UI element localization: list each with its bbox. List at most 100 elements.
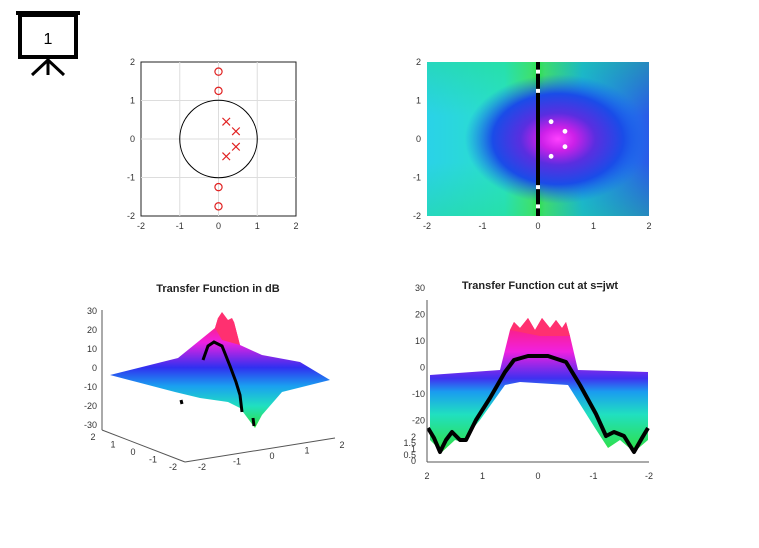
surface-db-z-tick-label: -30 — [84, 420, 97, 430]
hm-y-tick-label: 2 — [416, 57, 421, 67]
surface-db-cut-tail — [179, 399, 184, 405]
unit-circle — [179, 99, 258, 179]
surface-db-z-ticks: 30 20 10 0 -10 -20 -30 — [84, 306, 97, 430]
pole-marker — [222, 152, 231, 161]
surface-db-z-tick-label: 0 — [92, 363, 97, 373]
surface-db-cut-tail-2 — [251, 417, 256, 427]
pz-y-tick-label: 2 — [130, 57, 135, 67]
heatmap-pole-spots — [536, 69, 568, 209]
surface-cut-z-tick-label: -20 — [412, 416, 425, 426]
surface-db-title: Transfer Function in dB — [156, 283, 280, 295]
surface-db-axes — [101, 310, 336, 463]
pz-x-tick-label: 0 — [216, 221, 221, 231]
heatmap-pole-spot — [562, 128, 568, 134]
surface-cut-depth-ticks: 21.510.50 — [403, 432, 416, 466]
heatmap-field — [427, 62, 649, 216]
surface-db-z-tick-label: 10 — [87, 344, 97, 354]
pz-y-tick-label: -1 — [127, 173, 135, 183]
surface-db-mesh — [110, 312, 330, 428]
surface-cut-curve — [426, 354, 650, 454]
zero-marker — [214, 67, 223, 76]
presentation-board-icon — [16, 11, 80, 77]
hm-x-tick-label: 1 — [591, 221, 596, 231]
surface-cut-x-tick-label: 2 — [424, 471, 429, 481]
surface-db-z-tick-label: 30 — [87, 306, 97, 316]
surface-cut-mesh — [430, 318, 648, 452]
pz-grid — [141, 62, 296, 216]
surface-cut-x-tick-label: -2 — [645, 471, 653, 481]
surface-cut-depth-tick-label: 1 — [411, 444, 416, 454]
surface-cut-z-tick-label: -10 — [412, 389, 425, 399]
surface-cut-depth-tick-label: 1.5 — [403, 438, 416, 448]
surface-cut-z-tick-label: 30 — [415, 283, 425, 293]
slide-number: 1 — [44, 31, 53, 48]
pole-marker — [231, 142, 241, 151]
pz-x-tick-label: -2 — [137, 221, 145, 231]
zeros-group — [214, 67, 223, 211]
surface-db-x-tick-label: -1 — [233, 457, 241, 467]
surface-db-y-tick-label: -2 — [169, 462, 177, 472]
zero-marker — [214, 86, 223, 96]
surface-cut-x-tick-label: -1 — [589, 471, 597, 481]
surface-db-y-tick-label: 1 — [110, 440, 115, 450]
surface-cut-axes — [426, 300, 649, 463]
surface-cut-z-tick-label: 10 — [415, 336, 425, 346]
pz-x-ticks: -2 -1 0 1 2 — [137, 221, 299, 231]
surface-db-y-tick-label: 0 — [130, 447, 135, 457]
hm-x-tick-label: 2 — [646, 221, 651, 231]
hm-x-ticks: -2 -1 0 1 2 — [423, 221, 652, 231]
surface-db-y-tick-label: -1 — [149, 455, 157, 465]
heatmap-zero-notch — [536, 88, 540, 93]
surface-cut-x-tick-label: 1 — [480, 471, 485, 481]
pz-x-tick-label: -1 — [176, 221, 184, 231]
surface-cut-x-ticks: 2 1 0 -1 -2 — [424, 471, 653, 481]
hm-y-tick-label: -1 — [413, 173, 421, 183]
pole-marker — [222, 117, 231, 126]
heatmap-pole-spot — [548, 119, 554, 125]
hm-y-ticks: 2 1 0 -1 -2 — [413, 57, 421, 221]
hm-x-tick-label: 0 — [535, 221, 540, 231]
hm-y-tick-label: -2 — [413, 211, 421, 221]
hm-x-tick-label: -2 — [423, 221, 431, 231]
surface-cut-z-tick-label: 20 — [415, 310, 425, 320]
surface-cut-z-tick-label: 0 — [420, 363, 425, 373]
surface-db-y-tick-label: 2 — [90, 432, 95, 442]
surface-db-x-tick-label: 0 — [269, 451, 274, 461]
zero-marker — [214, 202, 223, 211]
surface-db-y-ticks: 2 1 0 -1 -2 — [90, 432, 177, 472]
surface-cut-depth-tick-label: 0 — [411, 456, 416, 466]
surface-db-x-ticks: -2 -1 0 1 2 — [198, 440, 345, 472]
pz-y-tick-label: 1 — [130, 96, 135, 106]
hm-y-tick-label: 0 — [416, 134, 421, 144]
heatmap-zero-notch — [536, 185, 540, 190]
pz-plot-frame — [140, 61, 297, 217]
pz-y-tick-label: -2 — [127, 211, 135, 221]
surface-cut-x-tick-label: 0 — [535, 471, 540, 481]
hm-x-tick-label: -1 — [478, 221, 486, 231]
surface-db-x-tick-label: -2 — [198, 462, 206, 472]
pole-marker — [231, 127, 241, 136]
surface-db-z-tick-label: 20 — [87, 325, 97, 335]
surface-db-z-tick-label: -20 — [84, 401, 97, 411]
surface-db-cut-curve — [201, 340, 244, 413]
slide-badge[interactable]: 1 — [14, 8, 94, 88]
heatmap-zero-notch — [536, 204, 540, 209]
pz-x-tick-label: 2 — [293, 221, 298, 231]
pz-x-tick-label: 1 — [255, 221, 260, 231]
heatmap-pole-spot — [562, 144, 568, 150]
surface-db-z-tick-label: -10 — [84, 382, 97, 392]
zero-marker — [214, 182, 223, 192]
heatmap-zero-notch — [536, 69, 540, 74]
surface-cut-depth-tick-label: 0.5 — [403, 450, 416, 460]
surface-db-x-tick-label: 2 — [339, 440, 344, 450]
pz-y-tick-label: 0 — [130, 134, 135, 144]
hm-y-tick-label: 1 — [416, 96, 421, 106]
surface-cut-depth-tick-label: 2 — [411, 432, 416, 442]
surface-cut-title: Transfer Function cut at s=jwt — [462, 280, 619, 292]
heatmap-pole-spot — [548, 153, 554, 159]
poles-group — [222, 117, 241, 161]
